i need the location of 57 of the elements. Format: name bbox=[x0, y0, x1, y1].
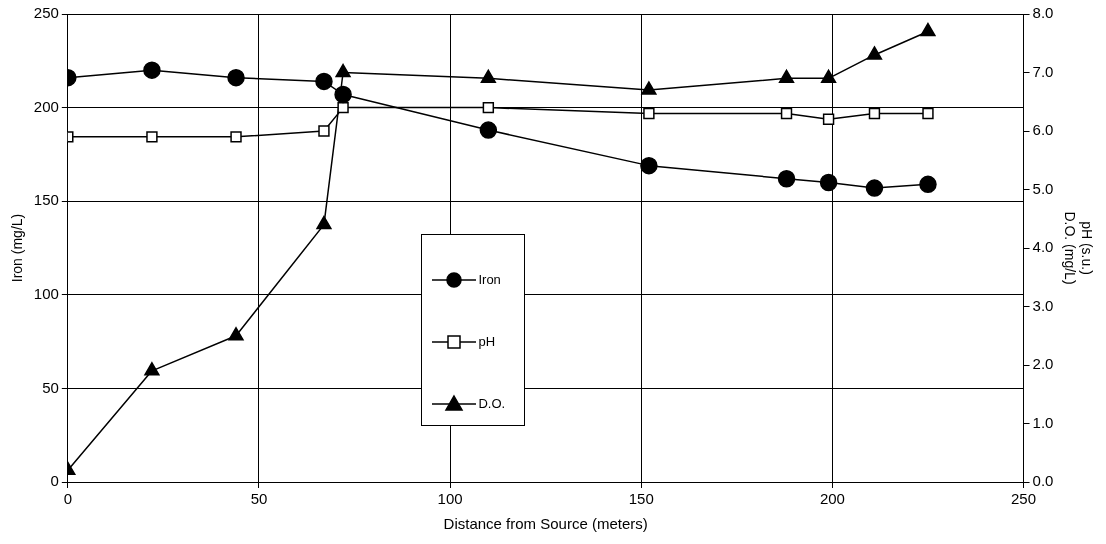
point bbox=[480, 69, 497, 84]
point bbox=[922, 107, 934, 120]
y2-tick-label: 7.0 bbox=[1032, 62, 1054, 80]
point bbox=[479, 121, 498, 139]
point bbox=[334, 85, 352, 104]
point bbox=[143, 61, 161, 79]
point bbox=[865, 179, 884, 197]
y2-tick-label: 8.0 bbox=[1032, 4, 1054, 22]
point bbox=[777, 169, 796, 188]
x-tick-label: 100 bbox=[437, 490, 463, 508]
point bbox=[919, 175, 937, 194]
legend-label: pH bbox=[478, 334, 496, 350]
y-tick-label: 150 bbox=[33, 191, 59, 209]
y-tick-label: 50 bbox=[42, 378, 59, 396]
point bbox=[866, 46, 883, 60]
x-tick-label: 200 bbox=[819, 490, 845, 508]
y2-tick-label: 1.0 bbox=[1032, 413, 1054, 431]
point bbox=[868, 107, 881, 120]
point bbox=[230, 131, 242, 143]
point bbox=[316, 215, 332, 230]
y-tick-label: 200 bbox=[33, 97, 59, 115]
y-tick-label: 0 bbox=[50, 472, 59, 490]
point bbox=[146, 131, 158, 143]
point bbox=[227, 68, 245, 87]
y2-tick-label: 0.0 bbox=[1032, 472, 1054, 490]
x-tick-label: 150 bbox=[628, 490, 654, 508]
x-tick-label: 0 bbox=[63, 490, 72, 508]
point bbox=[778, 69, 795, 84]
point bbox=[144, 362, 160, 376]
y-axis-title: Iron (mg/L) bbox=[9, 213, 26, 283]
point bbox=[335, 63, 351, 78]
y2-axis-title: pH (s.u.) D.O. (mg/L) bbox=[1061, 211, 1095, 285]
x-tick-label: 250 bbox=[1011, 490, 1037, 508]
point bbox=[228, 327, 244, 341]
legend-label: Iron bbox=[478, 272, 501, 288]
point bbox=[315, 72, 333, 91]
point bbox=[643, 107, 655, 120]
point bbox=[920, 22, 936, 37]
y2-tick-label: 5.0 bbox=[1032, 179, 1054, 197]
point bbox=[482, 101, 495, 114]
y2-tick-label: 3.0 bbox=[1032, 296, 1054, 314]
x-tick-label: 50 bbox=[250, 490, 268, 508]
y2-tick-label: 4.0 bbox=[1032, 238, 1054, 256]
point bbox=[819, 173, 838, 192]
y2-tick-label: 2.0 bbox=[1032, 355, 1054, 373]
point bbox=[640, 156, 658, 175]
point bbox=[641, 81, 657, 95]
point bbox=[780, 107, 793, 120]
point bbox=[822, 113, 835, 125]
y-tick-label: 250 bbox=[33, 4, 59, 22]
x-axis-title: Distance from Source (meters) bbox=[443, 515, 648, 533]
point bbox=[820, 69, 837, 84]
y2-tick-label: 6.0 bbox=[1032, 121, 1054, 139]
legend-label: D.O. bbox=[478, 396, 506, 412]
point bbox=[318, 125, 330, 137]
y-tick-label: 100 bbox=[33, 284, 59, 302]
point bbox=[337, 101, 349, 114]
